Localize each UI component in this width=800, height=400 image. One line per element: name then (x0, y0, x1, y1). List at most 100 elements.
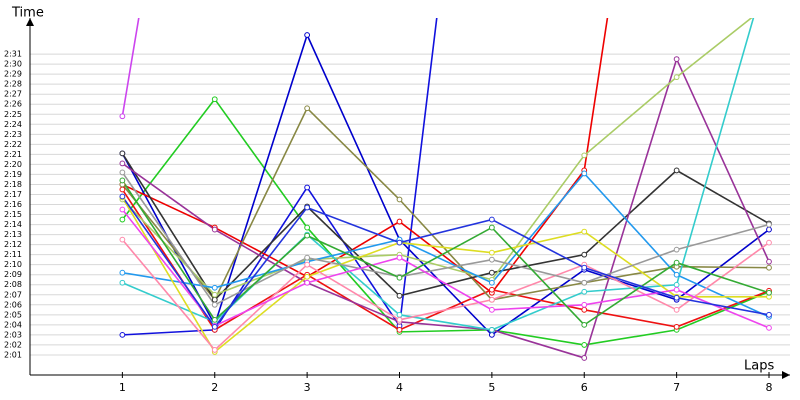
point (304, 105, 311, 112)
point (396, 311, 403, 318)
point (581, 288, 588, 295)
point (119, 113, 126, 120)
point (766, 258, 772, 265)
point (304, 279, 311, 286)
point (581, 355, 588, 361)
point (488, 249, 495, 256)
point (304, 254, 311, 261)
x-axis-label: Laps (744, 359, 774, 374)
point (119, 236, 126, 243)
point (304, 184, 311, 191)
point (119, 206, 126, 213)
y-tick-label: 2:23 (4, 130, 22, 139)
series-line (121, 152, 770, 302)
series-line (121, 56, 770, 359)
x-tick-label: 8 (766, 381, 773, 394)
y-tick-label: 2:29 (4, 70, 22, 79)
x-tick-label: 2 (211, 381, 218, 394)
point (488, 224, 495, 231)
point (304, 261, 311, 268)
point (767, 2, 772, 7)
point (673, 323, 680, 330)
y-tick-label: 2:18 (4, 180, 22, 189)
y-tick-label: 2:09 (4, 270, 22, 279)
point (581, 301, 588, 308)
series-line (121, 196, 770, 329)
series-line (121, 239, 770, 352)
x-tick-label: 7 (673, 381, 680, 394)
point (766, 239, 772, 246)
point (211, 323, 218, 330)
y-tick-label: 2:26 (4, 100, 22, 109)
x-tick-label: 1 (119, 381, 126, 394)
y-tick-label: 2:11 (4, 250, 22, 259)
point (673, 259, 680, 266)
point (673, 56, 680, 62)
point (581, 152, 588, 159)
y-tick-label: 2:21 (4, 150, 22, 159)
y-tick-label: 2:19 (4, 170, 22, 179)
point (119, 160, 126, 167)
point (396, 274, 403, 281)
series-line (121, 171, 770, 306)
point (211, 301, 218, 308)
point (488, 296, 495, 303)
y-tick-label: 2:06 (4, 300, 22, 309)
point (304, 273, 311, 280)
point (211, 284, 218, 291)
point (488, 256, 495, 263)
point (766, 226, 772, 233)
y-tick-label: 2:01 (4, 350, 22, 359)
point (766, 324, 772, 331)
point (488, 286, 495, 293)
point (581, 264, 588, 271)
point (211, 296, 218, 303)
series-line (121, 32, 770, 336)
point (581, 279, 588, 286)
y-tick-label: 2:08 (4, 280, 22, 289)
point (211, 226, 218, 233)
series-line (121, 106, 770, 302)
y-arrow (26, 18, 34, 26)
point (396, 196, 403, 203)
y-tick-label: 2:14 (4, 220, 22, 229)
y-axis-label: Time (11, 6, 44, 21)
point (488, 306, 495, 313)
point (304, 32, 311, 38)
x-tick-label: 6 (581, 381, 588, 394)
y-tick-label: 2:20 (4, 160, 22, 169)
point (304, 232, 311, 239)
point (673, 294, 680, 301)
point (766, 311, 772, 318)
y-tick-label: 2:07 (4, 290, 22, 299)
point (211, 96, 218, 103)
y-tick-label: 2:28 (4, 80, 22, 89)
point (581, 251, 588, 258)
point (581, 342, 588, 348)
y-tick-label: 2:22 (4, 140, 22, 149)
point (304, 224, 311, 231)
series-line (122, 18, 609, 294)
point (673, 306, 680, 313)
x-tick-label: 4 (396, 381, 403, 394)
y-tick-label: 2:17 (4, 190, 22, 199)
y-tick-label: 2:13 (4, 230, 22, 239)
point (119, 186, 126, 193)
y-tick-label: 2:25 (4, 110, 22, 119)
y-tick-label: 2:24 (4, 120, 22, 129)
point (766, 221, 772, 228)
point (488, 326, 495, 333)
x-arrow (782, 371, 790, 379)
series-line (121, 18, 753, 296)
point (673, 281, 680, 288)
point (119, 279, 126, 286)
point (673, 74, 680, 81)
point (766, 264, 772, 271)
point (488, 216, 495, 223)
point (673, 167, 680, 174)
series-line (122, 172, 770, 318)
y-tick-label: 2:16 (4, 200, 22, 209)
y-tick-label: 2:02 (4, 340, 22, 349)
series-line (121, 18, 140, 117)
